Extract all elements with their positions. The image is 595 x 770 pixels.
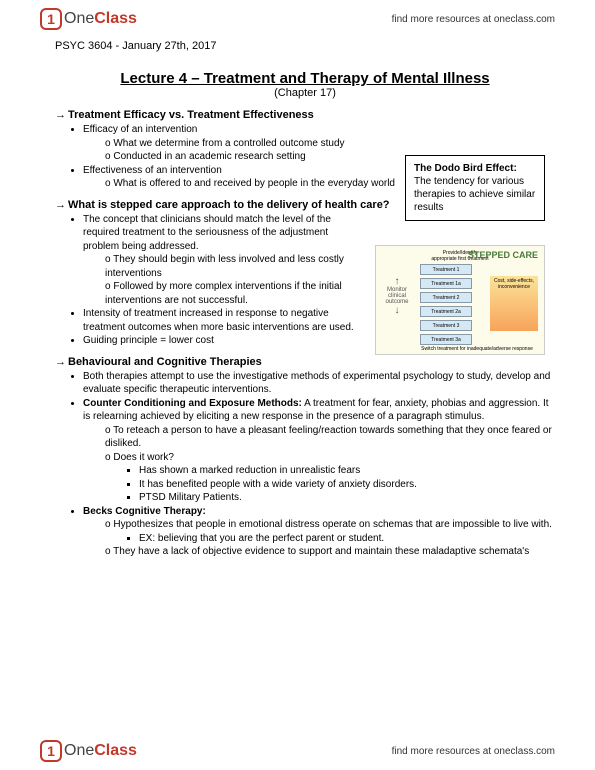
brand-name: OneClass [64, 742, 137, 760]
callout-body: The tendency for various therapies to ac… [414, 176, 535, 213]
list-item: They should begin with less involved and… [105, 253, 360, 280]
list-item: Both therapies attempt to use the invest… [83, 370, 555, 397]
list-item: Counter Conditioning and Exposure Method… [83, 397, 555, 505]
list-item: Hypothesizes that people in emotional di… [105, 518, 555, 545]
stepped-care-label: STEPPED CARE [468, 250, 538, 260]
stepped-bottom-text: Switch treatment for inadequate/adverse … [416, 346, 538, 352]
callout-dodo: The Dodo Bird Effect: The tendency for v… [405, 155, 545, 221]
list-item: EX: believing that you are the perfect p… [139, 532, 555, 546]
header-link[interactable]: find more resources at oneclass.com [392, 14, 555, 25]
step-box: Treatment 3a [420, 334, 472, 345]
page-subtitle: (Chapter 17) [55, 87, 555, 99]
footer-bar: 1 OneClass find more resources at onecla… [0, 732, 595, 770]
list-item: Does it work? Has shown a marked reducti… [105, 451, 555, 505]
step-box: Treatment 2a [420, 306, 472, 317]
list-item: Becks Cognitive Therapy: Hypothesizes th… [83, 505, 555, 559]
s3-heading: Behavioural and Cognitive Therapies [55, 356, 555, 368]
brand-icon: 1 [40, 740, 62, 762]
brand-name: OneClass [64, 10, 137, 28]
footer-link[interactable]: find more resources at oneclass.com [392, 746, 555, 757]
step-box: Treatment 1 [420, 264, 472, 275]
stepped-boxes: Treatment 1 Treatment 1a Treatment 2 Tre… [420, 264, 472, 345]
list-item: They have a lack of objective evidence t… [105, 545, 555, 559]
list-item: Has shown a marked reduction in unrealis… [139, 464, 555, 478]
callout-heading: The Dodo Bird Effect: [414, 163, 517, 174]
list-item: Guiding principle = lower cost [83, 334, 360, 348]
list-item: Followed by more complex interventions i… [105, 280, 360, 307]
header-bar: 1 OneClass find more resources at onecla… [0, 0, 595, 38]
stepped-monitor: ↑ Monitor clinical outcome ↓ [380, 276, 414, 316]
s3-list: Both therapies attempt to use the invest… [55, 370, 555, 559]
stepped-right-box: Cost, side-effects, inconvenience [490, 276, 538, 331]
brand-icon: 1 [40, 8, 62, 30]
stepped-care-figure: STEPPED CARE Provide/Identify appropriat… [375, 245, 545, 355]
step-box: Treatment 2 [420, 292, 472, 303]
course-line: PSYC 3604 - January 27th, 2017 [55, 40, 555, 52]
list-item: It has benefited people with a wide vari… [139, 478, 555, 492]
brand-logo-footer[interactable]: 1 OneClass [40, 740, 137, 762]
list-item: What we determine from a controlled outc… [105, 137, 555, 151]
brand-logo[interactable]: 1 OneClass [40, 8, 137, 30]
step-box: Treatment 1a [420, 278, 472, 289]
s1-heading: Treatment Efficacy vs. Treatment Effecti… [55, 109, 555, 121]
list-item: Intensity of treatment increased in resp… [83, 307, 360, 334]
s2-list: The concept that clinicians should match… [55, 213, 360, 348]
list-item: PTSD Military Patients. [139, 491, 555, 505]
list-item: The concept that clinicians should match… [83, 213, 360, 308]
step-box: Treatment 3 [420, 320, 472, 331]
page-content: PSYC 3604 - January 27th, 2017 Lecture 4… [55, 40, 555, 730]
list-item: To reteach a person to have a pleasant f… [105, 424, 555, 451]
page-title: Lecture 4 – Treatment and Therapy of Men… [55, 70, 555, 87]
